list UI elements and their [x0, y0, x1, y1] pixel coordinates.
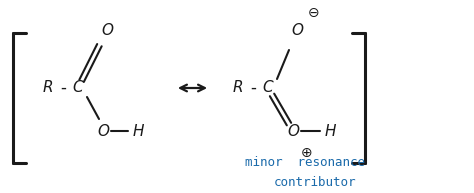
Text: O: O [101, 24, 113, 38]
Text: O: O [291, 24, 303, 38]
Text: H: H [324, 124, 336, 139]
Text: H: H [132, 124, 144, 139]
Text: -: - [60, 79, 66, 97]
Text: R: R [43, 80, 53, 96]
Text: ⊕: ⊕ [301, 146, 313, 160]
Text: ⊖: ⊖ [308, 6, 320, 20]
Text: O: O [97, 124, 109, 139]
Text: contributor: contributor [274, 177, 356, 190]
Text: R: R [233, 80, 243, 96]
Text: O: O [287, 124, 299, 139]
Text: C: C [263, 80, 273, 96]
Text: minor  resonance: minor resonance [245, 157, 365, 169]
Text: -: - [250, 79, 256, 97]
Text: C: C [73, 80, 83, 96]
